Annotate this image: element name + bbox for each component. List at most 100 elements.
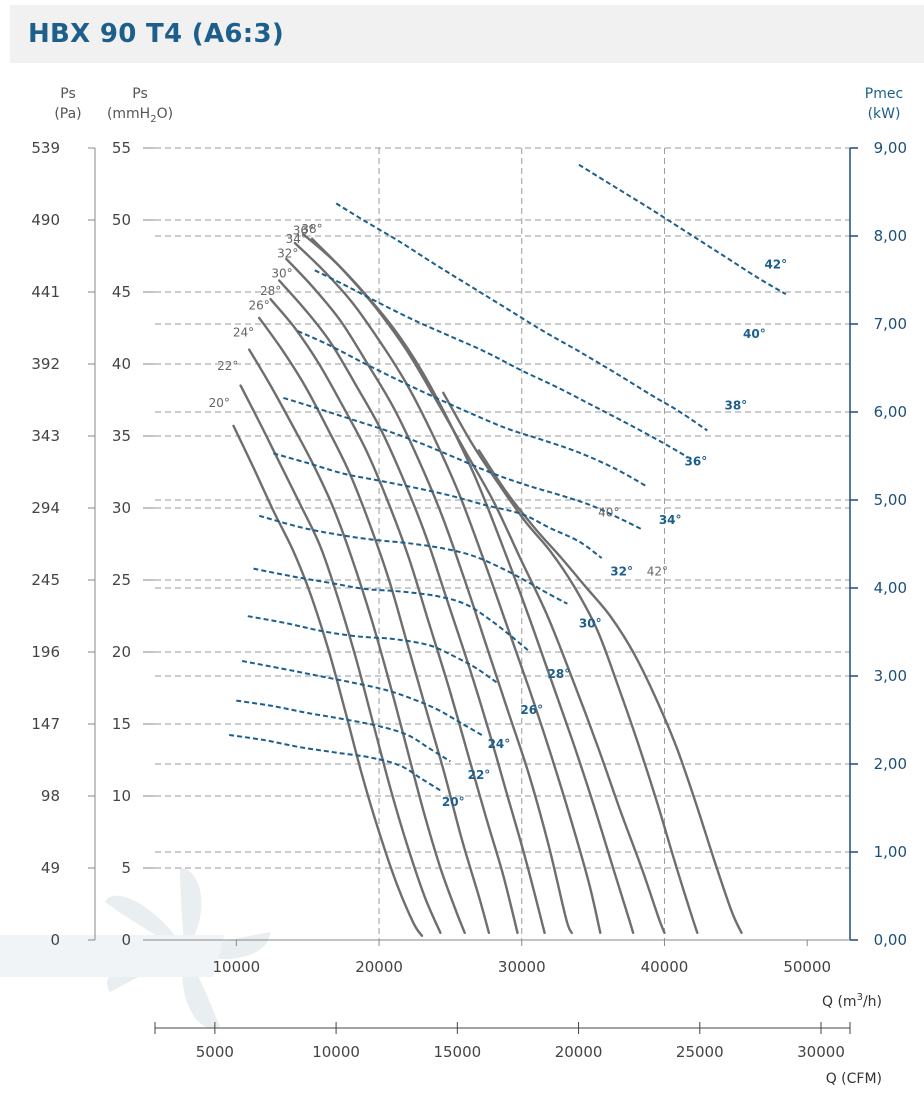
pressure-curve-24deg	[248, 348, 466, 934]
pmec-tick-label: 3,00	[874, 667, 907, 685]
ps-pa-tick-label: 343	[31, 427, 60, 445]
pressure-curve-28deg	[269, 298, 519, 934]
power-curve-30deg	[258, 514, 568, 605]
pressure-curve-label: 32°	[277, 246, 298, 260]
q-m3h-tick-label: 40000	[641, 958, 689, 976]
ps-pa-tick-label: 245	[31, 571, 60, 589]
pmec-tick-label: 2,00	[874, 755, 907, 773]
ps-mm-tick-label: 55	[112, 139, 131, 157]
pressure-curve-label: 30°	[271, 267, 292, 281]
q-cfm-tick-label: 20000	[555, 1043, 603, 1061]
power-curve-label: 30°	[579, 617, 602, 631]
brand-watermark-icon	[0, 867, 270, 1029]
pmec-tick-label: 1,00	[874, 843, 907, 861]
pressure-curve-label: 22°	[217, 359, 238, 373]
power-curve-24deg	[241, 660, 484, 737]
power-curve-42deg	[578, 163, 787, 295]
q-cfm-tick-label: 30000	[797, 1043, 845, 1061]
curve-labels: 20°22°24°26°28°30°32°34°36°38°40°42°20°2…	[209, 222, 788, 809]
ps-mm-tick-label: 30	[112, 499, 131, 517]
power-curve-label: 22°	[468, 768, 491, 782]
ps-pa-tick-label: 98	[41, 787, 60, 805]
power-curve-label: 40°	[743, 327, 766, 341]
power-curve-label: 24°	[488, 737, 511, 751]
power-curve-34deg	[283, 396, 644, 531]
title-bar: HBX 90 T4 (A6:3)	[10, 5, 924, 63]
power-curves	[229, 163, 787, 792]
ps-pa-axis-label-1: Ps	[60, 86, 76, 102]
q-m3h-tick-label: 50000	[783, 958, 831, 976]
pressure-curve-40deg	[442, 391, 699, 934]
ps-mm-tick-label: 45	[112, 283, 131, 301]
power-curve-label: 36°	[685, 455, 708, 469]
q-cfm-tick-label: 5000	[196, 1043, 234, 1061]
ps-mm-axis-label-2: (mmH2O)	[107, 106, 173, 125]
power-curve-label: 42°	[764, 258, 787, 272]
power-curve-28deg	[253, 567, 531, 653]
ps-pa-tick-label: 392	[31, 355, 60, 373]
ps-pa-tick-label: 0	[50, 931, 60, 949]
pmec-tick-label: 5,00	[874, 491, 907, 509]
power-curve-32deg	[273, 452, 603, 559]
ps-pa-tick-label: 539	[31, 139, 60, 157]
pressure-curve-42deg	[477, 449, 743, 934]
ps-mm-axis-label-1: Ps	[132, 86, 148, 102]
q-m3h-tick-label: 30000	[498, 958, 546, 976]
gridlines	[155, 147, 850, 940]
pmec-tick-label: 6,00	[874, 403, 907, 421]
pmec-axis-label-2: (kW)	[868, 106, 901, 122]
ps-pa-axis-label-2: (Pa)	[54, 106, 81, 122]
ps-mm-tick-label: 35	[112, 427, 131, 445]
pressure-curve-20deg	[232, 424, 424, 937]
power-curve-label: 28°	[548, 667, 571, 681]
power-curve-38deg	[314, 269, 690, 459]
power-curve-label: 26°	[520, 703, 543, 717]
ps-mm-tick-label: 0	[121, 931, 131, 949]
q-m3h-tick-label: 20000	[355, 958, 403, 976]
ps-pa-tick-label: 294	[31, 499, 60, 517]
pressure-curve-38deg	[310, 237, 666, 934]
power-curve-label: 34°	[659, 513, 682, 527]
power-curve-20deg	[229, 734, 441, 792]
ps-mm-tick-label: 50	[112, 211, 131, 229]
pressure-curve-label: 20°	[209, 396, 230, 410]
ps-pa-tick-label: 49	[41, 859, 60, 877]
pressure-curve-32deg	[285, 257, 573, 934]
power-curve-40deg	[335, 202, 708, 432]
pressure-curve-22deg	[239, 384, 442, 934]
pressure-curve-label: 24°	[233, 326, 254, 340]
pressure-curve-26deg	[258, 316, 491, 934]
power-curve-label: 38°	[724, 398, 747, 412]
q-cfm-tick-label: 10000	[312, 1043, 360, 1061]
pmec-tick-label: 0,00	[874, 931, 907, 949]
power-curve-label: 20°	[442, 795, 465, 809]
power-curve-36deg	[297, 330, 648, 488]
pressure-curve-label: 42°	[647, 565, 668, 579]
q-cfm-axis-label: Q (CFM)	[826, 1071, 882, 1087]
pressure-curve-label: 26°	[249, 298, 270, 312]
pmec-tick-label: 4,00	[874, 579, 907, 597]
ps-mm-tick-label: 10	[112, 787, 131, 805]
q-m3h-axis-label: Q (m3/h)	[822, 992, 882, 1010]
ps-mm-tick-label: 5	[121, 859, 131, 877]
ps-pa-tick-label: 441	[31, 283, 60, 301]
pmec-tick-label: 7,00	[874, 315, 907, 333]
ps-mm-tick-label: 15	[112, 715, 131, 733]
ps-pa-tick-label: 147	[31, 715, 60, 733]
pressure-curve-34deg	[293, 241, 602, 934]
q-m3h-tick-label: 10000	[212, 958, 260, 976]
chart-title: HBX 90 T4 (A6:3)	[28, 19, 285, 49]
q-cfm-tick-label: 15000	[433, 1043, 481, 1061]
tick-labels: 0 49 98 147 196 245 294 343 392 441 490 539 0 5 10 15 20…	[31, 139, 907, 1061]
power-curve-label: 32°	[610, 565, 633, 579]
ps-pa-tick-label: 196	[31, 643, 60, 661]
ps-mm-tick-label: 20	[112, 643, 131, 661]
pressure-curve-30deg	[278, 279, 546, 934]
pmec-axis-label-1: Pmec	[865, 86, 903, 102]
pressure-curve-label: 38°	[301, 222, 322, 236]
ps-mm-tick-label: 40	[112, 355, 131, 373]
ps-pa-tick-label: 490	[31, 211, 60, 229]
pressure-curve-label: 34°	[286, 232, 307, 246]
axes	[94, 148, 851, 1029]
